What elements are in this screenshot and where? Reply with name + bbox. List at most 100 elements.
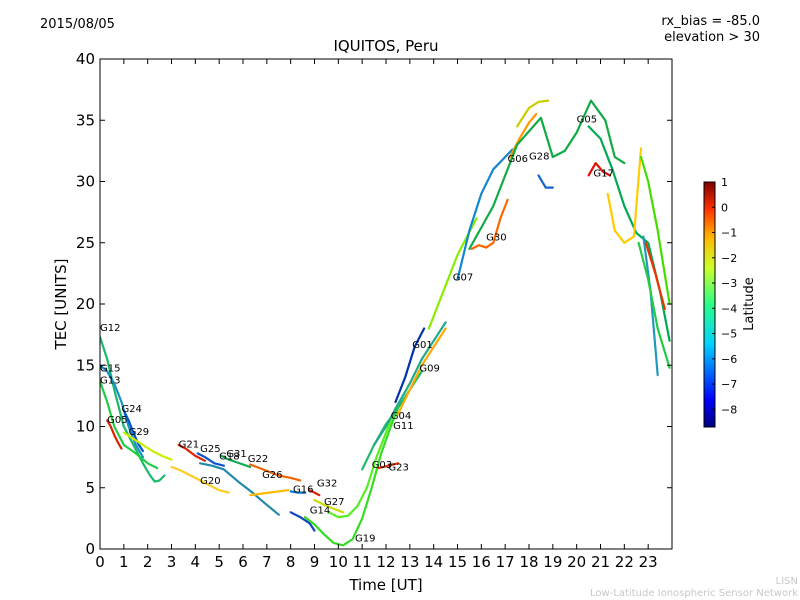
series-label: G27 [324,497,344,508]
series-line-g32 [308,489,321,497]
series-line-g28 [508,112,538,159]
series-line-g29 [122,431,173,461]
date-label: 2015/08/05 [40,17,115,32]
colorbar [703,181,716,428]
colorbar-tick-label: 0 [721,201,728,214]
series-line-s4 [639,155,671,306]
series-label: G31 [226,449,246,460]
series-line-g19 [303,400,402,547]
chart-title: IQUITOS, Peru [333,37,439,55]
series-line-g18 [199,462,280,516]
colorbar-ticks: 1 0 −1 −2 −3 −4 −5 −6 −7 −8 [712,176,737,416]
x-tick-label: 6 [238,553,248,571]
series-line-g27 [313,498,345,514]
series-line-g03 [327,407,397,519]
series-label: G30 [486,232,506,243]
colorbar-tick-label: −3 [721,277,737,290]
series-line-g25 [196,452,225,467]
x-tick-label: 4 [191,553,201,571]
y-tick-label: 30 [76,173,95,191]
elevation-label: elevation > 30 [664,30,760,45]
series-line-g01 [394,327,426,404]
series-line-s3 [606,147,643,244]
x-tick-label: 2 [143,553,153,571]
x-tick-label: 0 [95,553,105,571]
credit-long: Low-Latitude Ionospheric Sensor Network [590,588,798,599]
series-layer [100,99,671,547]
plot-frame [99,58,673,550]
series-line-g09 [396,327,447,416]
series-line-s7 [637,241,671,369]
series-line-g15 [100,364,144,459]
colorbar-tick-label: −1 [721,227,737,240]
x-tick-label: 21 [591,553,610,571]
series-label: G24 [121,404,141,415]
series-label: G21 [179,439,199,450]
series-label: G05 [107,415,127,426]
x-tick-label: 9 [310,553,320,571]
x-tick-label: 5 [214,553,224,571]
series-label: G20 [200,476,220,487]
series-label: G01 [412,340,432,351]
series-label: G23 [388,463,408,474]
x-tick-label: 19 [543,553,562,571]
x-tick-label: 10 [329,553,348,571]
x-tick-label: 15 [448,553,467,571]
x-tick-label: 7 [262,553,272,571]
x-axis: 0 1 2 3 4 5 6 7 8 9 10 11 12 13 14 15 16 17 18 19 20 21 22 23 [95,59,658,571]
series-line-g05 [106,419,123,450]
series-line-g26 [249,489,290,497]
y-tick-label: 25 [76,234,95,252]
series-label: G04 [391,411,411,422]
series-label: G16 [293,485,313,496]
series-line-g05b [468,99,626,250]
series-label: G13 [100,376,120,387]
colorbar-tick-label: −2 [721,252,737,265]
series-line-s8 [537,174,554,189]
series-line-g14 [289,511,316,532]
colorbar-tick-label: −6 [721,353,737,366]
series-line-g24 [122,409,144,453]
series-label: G15 [100,363,120,374]
y-tick-label: 10 [76,418,95,436]
x-tick-label: 20 [567,553,586,571]
y-tick-label: 15 [76,356,95,374]
series-label: G03 [372,460,392,471]
colorbar-tick-label: −5 [721,328,737,341]
series-line-g11 [373,321,447,446]
credit-short: LISN [775,576,798,587]
y-axis: 0 5 10 15 20 25 30 35 40 [76,50,672,558]
series-label: G29 [129,427,149,438]
x-tick-label: 22 [615,553,634,571]
x-axis-label: Time [UT] [348,576,422,594]
series-label: G06 [508,154,528,165]
y-tick-label: 0 [85,540,95,558]
colorbar-tick-label: −8 [721,403,737,416]
y-tick-label: 20 [76,295,95,313]
series-label: G32 [317,479,337,490]
x-tick-label: 14 [424,553,443,571]
series-line-g13 [100,380,159,470]
series-line-g23 [377,462,399,470]
series-line-s6 [644,241,666,310]
x-tick-label: 12 [376,553,395,571]
y-tick-label: 40 [76,50,95,68]
series-line-g22 [249,463,302,482]
series-line-g20 [170,465,230,494]
series-label: G17 [593,169,613,180]
series-label: G22 [248,454,268,465]
series-label: G09 [419,363,439,374]
y-tick-label: 35 [76,111,95,129]
colorbar-tick-label: −4 [721,302,737,315]
x-tick-label: 13 [400,553,419,571]
series-line-g17 [587,162,612,177]
colorbar-tick-label: 1 [721,176,728,189]
x-tick-label: 3 [167,553,177,571]
series-label: G18 [219,452,239,463]
x-tick-label: 11 [353,553,372,571]
x-tick-label: 18 [519,553,538,571]
series-line-g16 [289,490,307,494]
colorbar-tick-label: −7 [721,378,737,391]
